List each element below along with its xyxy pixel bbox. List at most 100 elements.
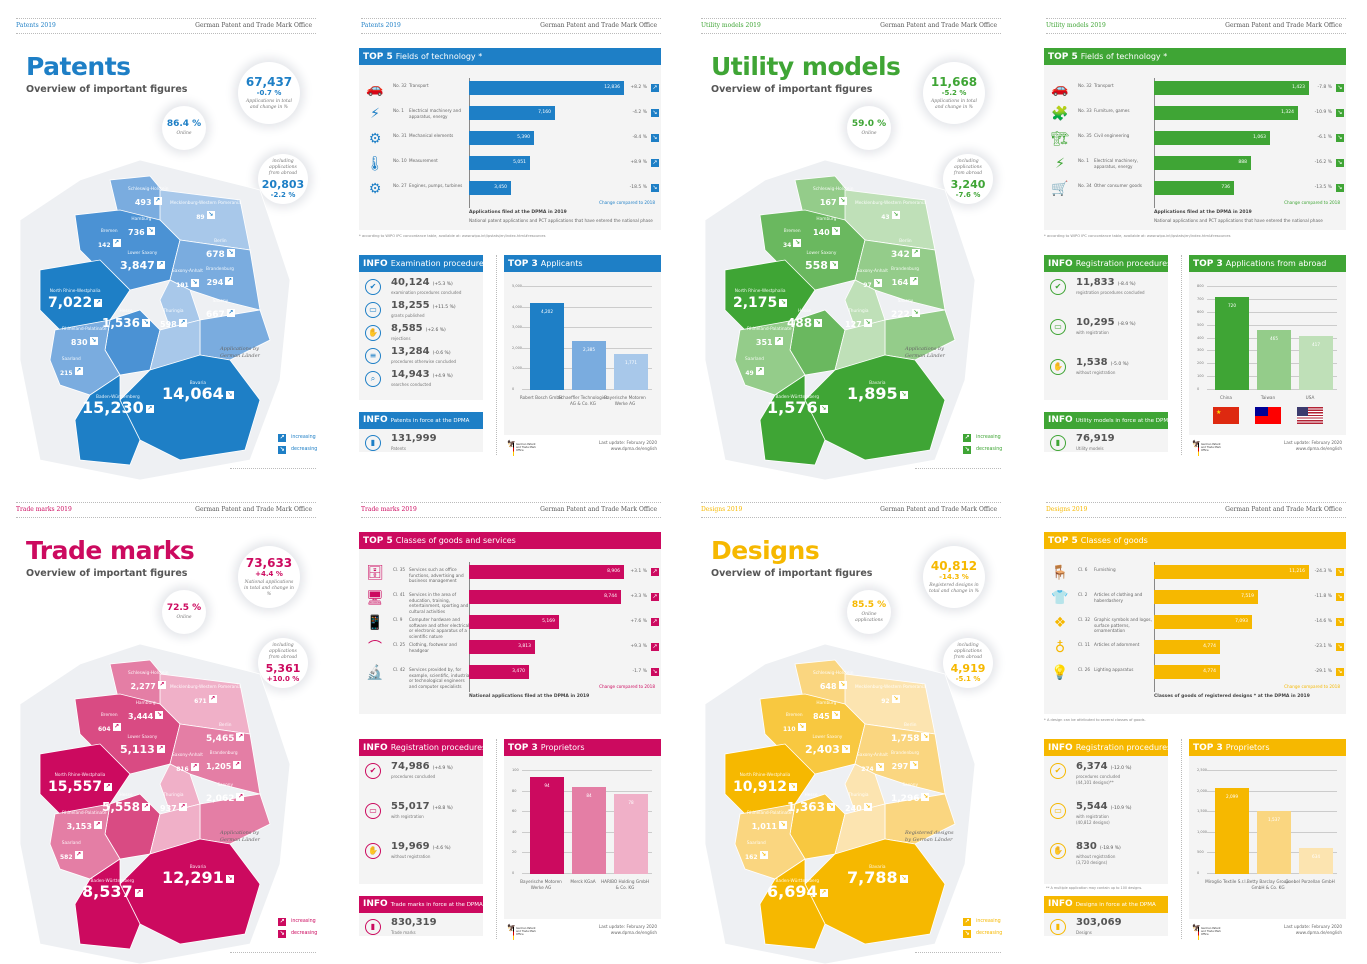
region-value: 488 [787, 316, 813, 331]
total-caption: National applications in total and chang… [244, 580, 294, 597]
region-hamburg: Hamburg 3,444 ↘ [128, 701, 164, 722]
arrow-up-icon: ↗ [93, 820, 102, 829]
arrow-down-icon: ↘ [891, 694, 900, 703]
last-update: Last update: February 2020 www.dpma.de/en… [1284, 440, 1342, 452]
top3-chart: 0 1,000 2,000 3,000 4,000 5,000 4,202 2,385 1,77… [510, 284, 656, 391]
class-label: Lighting apparatus [1094, 667, 1134, 672]
footnote: * A design can be attributed to several … [1044, 718, 1146, 722]
region-name: Saxony-Anhalt [172, 269, 203, 274]
footnote: * according to WIPO IPC concordance tabl… [1044, 234, 1231, 238]
arrow-down-icon: ↘ [826, 802, 835, 811]
y-tick-label: 500 [1197, 850, 1204, 855]
y-tick-label: 100 [512, 768, 519, 772]
region-name: Mecklenburg-Western Pomerania [855, 201, 926, 206]
region-name: Rhineland-Palatinate [62, 327, 107, 332]
region-name: Mecklenburg-Western Pomerania [170, 201, 241, 206]
crane-icon: 🏗 [1051, 131, 1069, 147]
hand-icon: ✋ [365, 325, 381, 341]
website-link[interactable]: www.dpma.de/english [1295, 446, 1342, 451]
top5-header: TOP 5 Classes of goods and services [359, 532, 661, 549]
info-header: INFO Trade marks in force at the DPMA [359, 896, 483, 913]
top3-panel: TOP 3 Applications from abroad 0 100 200 300 4… [1189, 255, 1346, 435]
region-hesse: Hesse 1,536 ↘ [102, 309, 150, 330]
change-percent: +8.2 % [630, 85, 647, 90]
region-hesse: Hesse 488 ↘ [787, 309, 823, 331]
x-category-label: China [1220, 395, 1232, 400]
change-note: Change compared to 2018 [599, 200, 655, 205]
value-number: 18,255 [391, 300, 430, 311]
top3-chart: 0 100 200 300 400 500 600 700 800 720 465 417 [1195, 284, 1341, 391]
check-icon: ✔ [365, 763, 381, 779]
abroad-value: 3,240 [950, 178, 986, 191]
class-number: Cl. 42 [393, 667, 406, 672]
info-row: ▭ 5,544 (-10.9 %) with registration (40,812 … [1050, 801, 1165, 827]
document-icon: ▮ [1050, 919, 1066, 935]
header-office: German Patent and Trade Mark Office [195, 22, 312, 29]
website-link[interactable]: www.dpma.de/english [610, 446, 657, 451]
region-baden-w-rttemberg: Baden-Württemberg 6,694 ↗ [767, 879, 828, 900]
header-title: Trade marks 2019 [16, 506, 72, 513]
x-category-label: Miroglio Textile S.r.l. [1205, 879, 1247, 884]
region-berlin: Berlin 5,465 ↗ [206, 723, 245, 744]
value-number: 40,124 [391, 277, 430, 288]
y-tick-label: 1,000 [1197, 829, 1208, 834]
info-value: 55,017 (+8.8 %) [391, 801, 453, 812]
info-row: ✋ 1,538 (-5.0 %) without registration [1050, 357, 1165, 383]
class-label: Furniture, games [1094, 108, 1130, 113]
website-link[interactable]: www.dpma.de/english [610, 930, 657, 935]
top3-panel: TOP 3 Proprietors 0 20 40 60 80 100 94 84 78 Bayeri… [504, 739, 661, 919]
change-percent: -10.9 % [1314, 110, 1332, 115]
top5-row: 🚗 No. 32 Transport 1,423 -7.8 % ↘ [1044, 78, 1344, 103]
region-hamburg: Hamburg 140 ↘ [813, 217, 840, 238]
region-value: 671 [194, 698, 207, 706]
top5-row: ⌒ Cl. 25 Clothing, footwear and headgear 3,… [359, 637, 659, 662]
region-name: Bremen [783, 229, 801, 234]
map-caption: Applications by German Länder [220, 830, 260, 843]
y-tick-label: 300 [1197, 348, 1204, 353]
region-baden-w-rttemberg: Baden-Württemberg 8,537 ↗ [82, 879, 143, 900]
website-link[interactable]: www.dpma.de/english [1295, 930, 1342, 935]
top5-title: Classes of goods [1080, 536, 1148, 545]
arrow-up-icon: ↗ [104, 782, 113, 791]
region-name: Bavaria [869, 865, 886, 870]
class-label: Transport [1094, 83, 1114, 88]
arrow-down-icon: ↘ [89, 336, 98, 345]
region-value: 342 [891, 250, 910, 261]
info-header: INFO Examination procedures [359, 255, 488, 272]
arrow-down-icon: ↘ [1336, 134, 1344, 142]
dpma-logo: 🦅 German Patent and Trade Mark Office [507, 924, 537, 940]
top5-panel: TOP 5 Classes of goods and services 🗄 Cl. 3… [359, 532, 661, 714]
info-title: Registration procedures [1075, 259, 1172, 268]
region-value: 7,022 [48, 295, 93, 312]
arrow-down-icon: ↘ [651, 668, 659, 676]
document-icon: ≡ [365, 348, 381, 364]
region-value: 1,296 [891, 794, 920, 805]
bar: 7,093 [1154, 615, 1252, 629]
gridline: 800 [1197, 284, 1337, 288]
class-label: Articles of clothing and haberdashery [1094, 592, 1143, 603]
value-change: (-0.6 %) [432, 351, 451, 356]
change-percent: -29.1 % [1314, 669, 1332, 674]
class-label: Engines, pumps, turbines [409, 183, 463, 188]
region-value: 15,230 [82, 398, 144, 418]
region-name: Bavaria [869, 381, 886, 386]
map-shapes [20, 644, 291, 964]
value-change: (-10.9 %) [1110, 806, 1132, 811]
online-bubble: 59.0 % Online [847, 106, 891, 150]
online-bubble: 85.5 % Online applications [847, 590, 891, 634]
class-number: Cl. 6 [1078, 567, 1088, 572]
page-header: Utility models 2019 German Patent and Tra… [701, 18, 1001, 34]
region-bavaria: Bavaria 7,788 ↘ [847, 865, 908, 886]
info-header: INFO Patents in force at the DPMA [359, 412, 483, 429]
x-category-label: Betty Barclay Group GmbH & Co. KG [1246, 879, 1290, 890]
region-rhineland-palatinate: Rhineland-Palatinate 3,153 ↗ [62, 811, 107, 832]
class-label: Mechanical elements [409, 133, 454, 138]
header-title: Designs 2019 [701, 506, 743, 513]
last-update-text: Last update: February 2020 [598, 440, 657, 445]
arrow-down-icon: ↘ [829, 260, 838, 269]
arrow-down-icon: ↘ [141, 318, 150, 327]
region-name: Hamburg [135, 701, 156, 706]
region-name: Saarland [61, 357, 81, 362]
in-force-desc: Designs [1076, 930, 1092, 935]
class-label: Other consumer goods [1094, 183, 1142, 188]
